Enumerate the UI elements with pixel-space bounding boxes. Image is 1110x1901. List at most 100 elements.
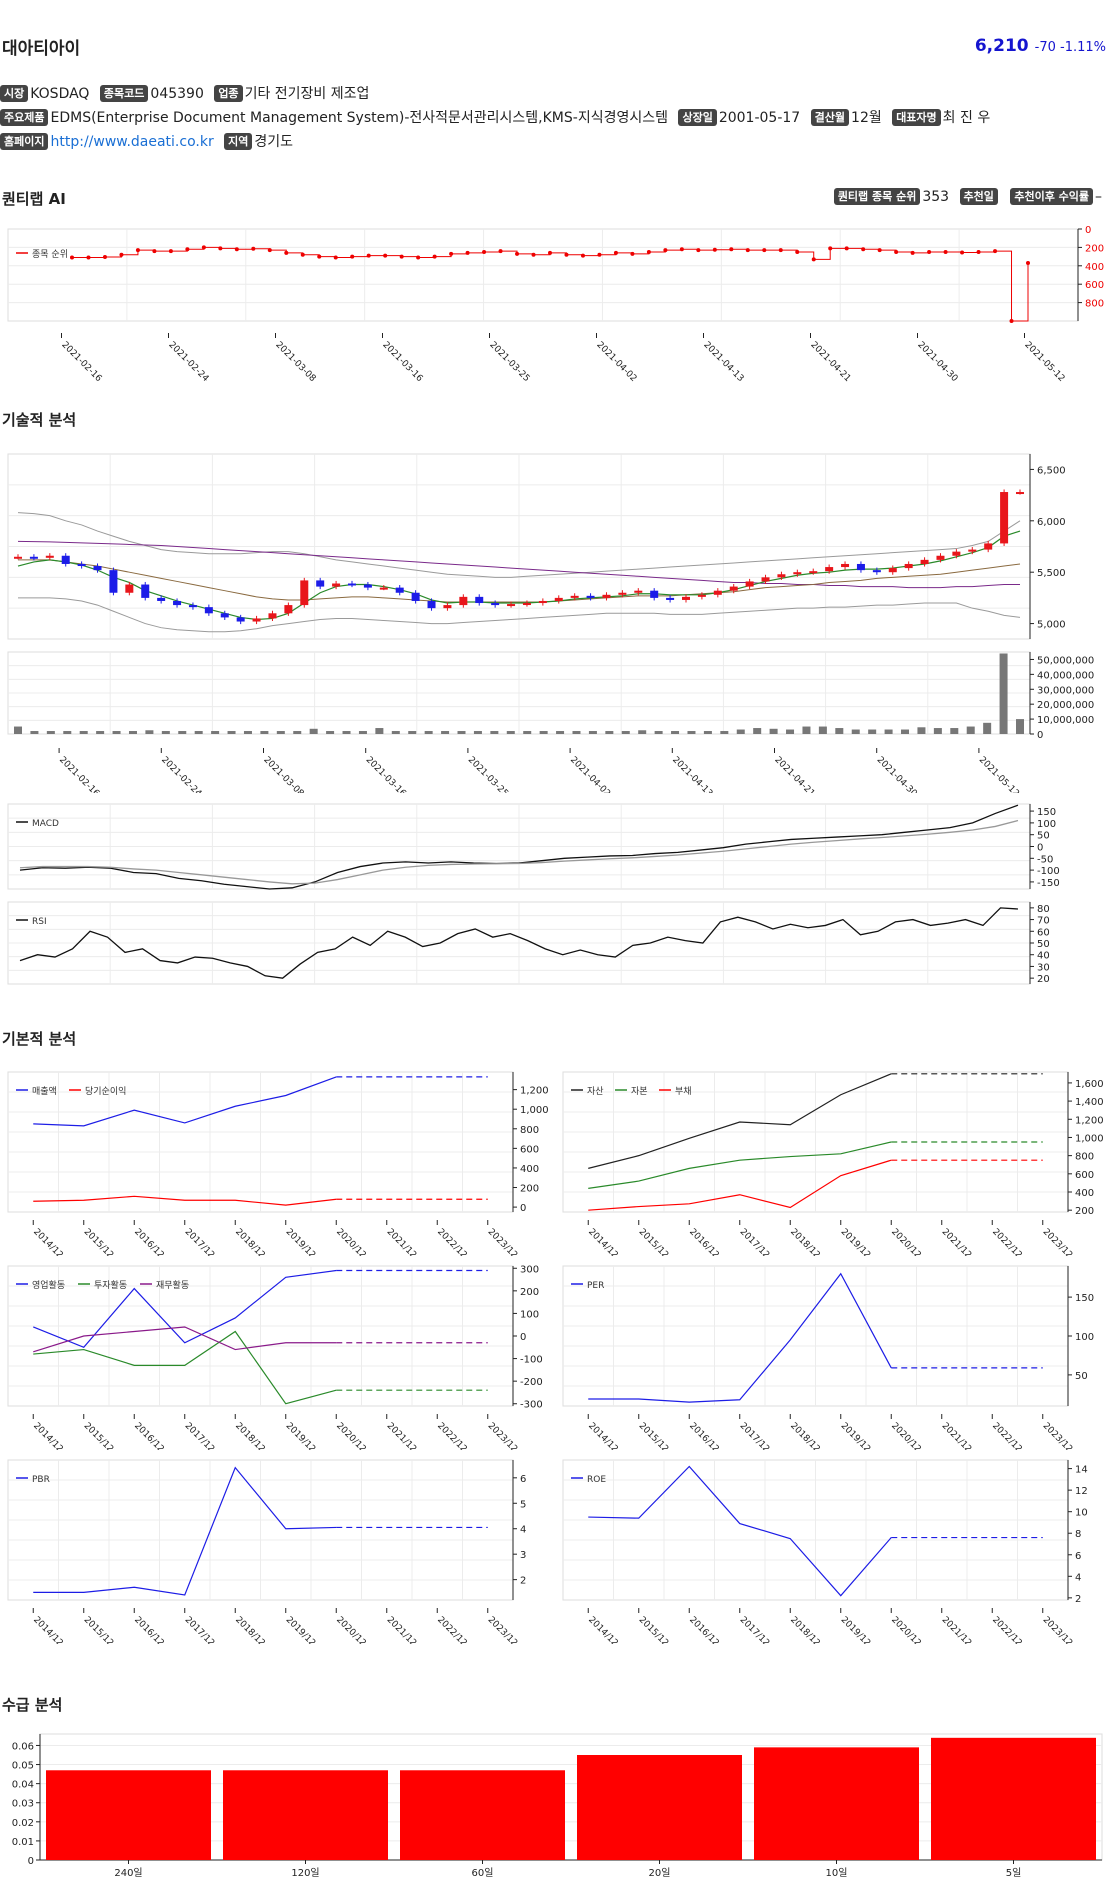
bollinger-lower (18, 597, 1021, 633)
rank-point (119, 252, 124, 257)
volume-bar (884, 729, 893, 734)
volume-bar (687, 731, 696, 734)
y-tick-label: 200 (1075, 1206, 1094, 1217)
volume-bar (293, 731, 302, 734)
x-tick-label: 2021-03-08 (261, 755, 305, 793)
x-tick-label: 2015/12 (82, 1615, 116, 1644)
x-tick-label: 2015/12 (637, 1227, 671, 1256)
rank-point (498, 249, 503, 254)
volume-bar (408, 731, 417, 734)
assets-series-line (588, 1073, 892, 1169)
roe-series-line (588, 1465, 892, 1597)
legend-label: 매출액 (32, 1085, 57, 1097)
region-tag: 지역 (224, 133, 253, 150)
candle-body (968, 549, 977, 552)
y-tick-label: 5,000 (1037, 620, 1066, 631)
candle-body (952, 551, 961, 556)
rank-point (795, 250, 800, 254)
x-tick-label: 2016/12 (132, 1227, 166, 1256)
volume-bar (276, 731, 285, 734)
candle-body (697, 594, 706, 597)
volume-bar (621, 731, 630, 734)
rank-point (531, 252, 536, 257)
rank-point (646, 250, 651, 254)
return-value: – (1095, 189, 1102, 205)
candle-body (634, 590, 643, 593)
y-tick-label: 3 (520, 1550, 526, 1561)
candle-body (363, 584, 372, 588)
x-tick-label: 2020/12 (334, 1615, 368, 1644)
rank-point (745, 248, 750, 253)
x-tick-label: 2021-03-16 (364, 755, 408, 793)
volume-bar (375, 728, 384, 734)
x-tick-label: 2021-03-16 (380, 340, 424, 384)
candle-body (856, 563, 865, 571)
rank-point (564, 252, 569, 257)
assets-series-line (588, 1159, 892, 1211)
x-tick-label: 2021/12 (385, 1615, 419, 1644)
candle-body (491, 603, 500, 606)
rank-point (679, 247, 684, 252)
rank-point (943, 250, 948, 254)
ma60-line (17, 540, 1020, 589)
x-tick-label: 2017/12 (183, 1615, 217, 1644)
candle-body (14, 556, 22, 559)
volume-bar (1016, 719, 1024, 734)
rank-point (811, 257, 816, 262)
y-tick-label: 40 (1037, 951, 1050, 962)
x-tick-label: 2020/12 (334, 1227, 368, 1256)
fiscal-tag: 결산월 (810, 109, 850, 126)
x-tick-label: 2018/12 (788, 1615, 822, 1644)
candle-body (761, 577, 770, 582)
rank-point (613, 250, 618, 255)
x-tick-label: 2019/12 (839, 1615, 873, 1644)
volume-bar (588, 731, 597, 734)
y-tick-label: 6 (520, 1474, 526, 1485)
volume-bar (30, 731, 39, 734)
volume-bar (966, 726, 975, 734)
candle-body (316, 580, 325, 587)
y-tick-label: 5,500 (1037, 568, 1066, 579)
sales-chart: 1,200 1,000 800 600 400 200 0 매출액 당기순이익 2014/12 20… (7, 1071, 549, 1256)
candle-body (125, 584, 134, 593)
supply-bar (46, 1770, 211, 1860)
supply-bar (223, 1770, 388, 1860)
rank-point (465, 250, 470, 255)
candle-body (522, 603, 531, 606)
rank-point (135, 248, 140, 253)
x-tick-label: 2020/12 (889, 1227, 923, 1256)
y-tick-label: 70 (1037, 916, 1050, 927)
candle-body (666, 597, 675, 600)
rank-point (86, 255, 91, 260)
ceo-tag: 대표자명 (892, 109, 941, 126)
y-tick-label: 800 (1085, 299, 1104, 310)
legend-label: MACD (32, 819, 59, 829)
roe-chart: 14 12 10 8 6 4 2 ROE 2014/12 2015/12 2016/12 2017/1… (562, 1459, 1088, 1644)
candle-body (443, 605, 452, 609)
legend-label: PBR (32, 1475, 50, 1485)
technical-section-title: 기술적 분석 (2, 411, 77, 429)
industry-value: 기타 전기장비 제조업 (244, 86, 370, 102)
cashflow-series-line (33, 1326, 337, 1353)
supply-bar (754, 1747, 919, 1860)
info-row-1: 시장 KOSDAQ 종목코드 045390 업종 기타 전기장비 제조업 (0, 84, 1110, 104)
x-tick-label: 2014/12 (586, 1421, 620, 1450)
candle-body (459, 596, 468, 606)
products-tag: 주요제품 (0, 109, 49, 126)
x-tick-label: 2021/12 (940, 1421, 974, 1450)
candle-body (141, 584, 150, 598)
volume-bar (14, 726, 22, 734)
x-tick-label: 2021-02-16 (59, 340, 103, 384)
candle-body (602, 594, 611, 598)
y-tick-label: 14 (1075, 1465, 1088, 1476)
candle-body (809, 571, 818, 574)
volume-bar (96, 731, 105, 734)
pbr-series-line (33, 1466, 337, 1596)
homepage-link[interactable]: http://www.daeati.co.kr (50, 134, 214, 150)
x-tick-label: 2022/12 (990, 1615, 1024, 1644)
x-tick-label: 2015/12 (82, 1421, 116, 1450)
x-tick-label: 2017/12 (183, 1227, 217, 1256)
x-tick-label: 2020/12 (889, 1615, 923, 1644)
y-tick-label: 30,000,000 (1037, 685, 1094, 696)
rank-point (894, 250, 899, 254)
